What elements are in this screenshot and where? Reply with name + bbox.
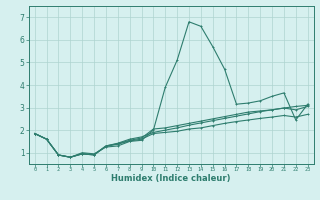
X-axis label: Humidex (Indice chaleur): Humidex (Indice chaleur) [111, 174, 231, 183]
